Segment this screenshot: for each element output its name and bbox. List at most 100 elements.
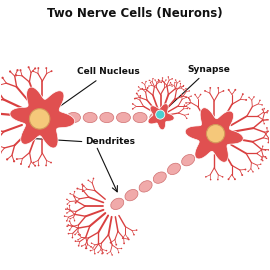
Circle shape bbox=[174, 82, 176, 83]
Circle shape bbox=[64, 215, 65, 217]
Circle shape bbox=[162, 77, 163, 79]
Circle shape bbox=[45, 165, 47, 166]
Circle shape bbox=[79, 234, 81, 236]
Circle shape bbox=[51, 70, 53, 72]
Circle shape bbox=[127, 237, 129, 239]
Circle shape bbox=[83, 185, 85, 187]
Text: Dendrites: Dendrites bbox=[85, 137, 135, 146]
Circle shape bbox=[183, 89, 185, 91]
Circle shape bbox=[65, 208, 67, 210]
Circle shape bbox=[262, 109, 263, 110]
Ellipse shape bbox=[125, 190, 138, 201]
Circle shape bbox=[190, 99, 191, 101]
Circle shape bbox=[217, 87, 219, 89]
Circle shape bbox=[6, 158, 8, 160]
Ellipse shape bbox=[182, 154, 195, 166]
Circle shape bbox=[141, 88, 143, 90]
Circle shape bbox=[13, 160, 15, 162]
Circle shape bbox=[50, 162, 52, 163]
Circle shape bbox=[189, 90, 190, 92]
Circle shape bbox=[73, 195, 75, 197]
Circle shape bbox=[168, 76, 169, 78]
Circle shape bbox=[9, 70, 11, 73]
Circle shape bbox=[69, 220, 70, 222]
Circle shape bbox=[154, 79, 156, 81]
Circle shape bbox=[74, 220, 75, 221]
Circle shape bbox=[112, 254, 113, 256]
Circle shape bbox=[75, 240, 76, 242]
Circle shape bbox=[245, 99, 247, 101]
Ellipse shape bbox=[133, 112, 147, 123]
Circle shape bbox=[244, 168, 246, 170]
Ellipse shape bbox=[153, 172, 166, 183]
Circle shape bbox=[260, 163, 261, 165]
Circle shape bbox=[248, 171, 249, 172]
Circle shape bbox=[106, 250, 107, 251]
Circle shape bbox=[87, 180, 89, 181]
Circle shape bbox=[67, 207, 68, 209]
Circle shape bbox=[181, 94, 183, 96]
Circle shape bbox=[171, 83, 172, 85]
Circle shape bbox=[228, 89, 230, 91]
Circle shape bbox=[19, 69, 22, 71]
Circle shape bbox=[97, 252, 99, 253]
Circle shape bbox=[248, 97, 250, 98]
Polygon shape bbox=[148, 104, 174, 130]
Circle shape bbox=[132, 108, 133, 110]
Circle shape bbox=[45, 67, 47, 69]
Circle shape bbox=[82, 191, 83, 192]
Ellipse shape bbox=[167, 163, 180, 175]
Circle shape bbox=[81, 245, 82, 247]
Circle shape bbox=[146, 81, 147, 82]
Circle shape bbox=[179, 80, 181, 82]
Circle shape bbox=[94, 253, 96, 255]
Circle shape bbox=[33, 162, 35, 163]
Circle shape bbox=[90, 250, 91, 251]
Circle shape bbox=[262, 146, 264, 147]
Circle shape bbox=[191, 96, 192, 97]
Circle shape bbox=[180, 83, 181, 84]
Circle shape bbox=[16, 69, 19, 71]
Circle shape bbox=[268, 142, 269, 143]
Ellipse shape bbox=[83, 112, 97, 123]
Circle shape bbox=[261, 104, 263, 106]
Circle shape bbox=[76, 188, 78, 190]
Circle shape bbox=[78, 234, 79, 235]
Circle shape bbox=[135, 97, 137, 99]
Polygon shape bbox=[185, 108, 243, 162]
Circle shape bbox=[207, 124, 225, 143]
Circle shape bbox=[101, 253, 103, 255]
Circle shape bbox=[267, 110, 269, 112]
Circle shape bbox=[188, 113, 189, 115]
Circle shape bbox=[69, 193, 71, 194]
Circle shape bbox=[262, 160, 264, 161]
Circle shape bbox=[234, 178, 236, 180]
Circle shape bbox=[264, 123, 265, 124]
Circle shape bbox=[258, 168, 259, 169]
Circle shape bbox=[159, 80, 160, 82]
Circle shape bbox=[66, 225, 68, 227]
Circle shape bbox=[121, 248, 122, 249]
Circle shape bbox=[107, 253, 108, 254]
Circle shape bbox=[259, 100, 261, 101]
Ellipse shape bbox=[139, 181, 152, 192]
Circle shape bbox=[194, 94, 196, 95]
Circle shape bbox=[133, 234, 135, 235]
Circle shape bbox=[136, 229, 137, 231]
Circle shape bbox=[150, 82, 151, 83]
Circle shape bbox=[158, 80, 160, 81]
Circle shape bbox=[252, 171, 254, 173]
Circle shape bbox=[156, 110, 165, 119]
Circle shape bbox=[34, 165, 36, 167]
Circle shape bbox=[171, 85, 173, 87]
Circle shape bbox=[184, 104, 185, 106]
Circle shape bbox=[72, 237, 73, 238]
Circle shape bbox=[69, 205, 70, 206]
Circle shape bbox=[93, 178, 94, 179]
Circle shape bbox=[147, 87, 149, 89]
Circle shape bbox=[266, 157, 267, 159]
Circle shape bbox=[67, 203, 68, 205]
Polygon shape bbox=[10, 87, 75, 148]
Circle shape bbox=[185, 102, 187, 104]
Circle shape bbox=[222, 176, 224, 178]
